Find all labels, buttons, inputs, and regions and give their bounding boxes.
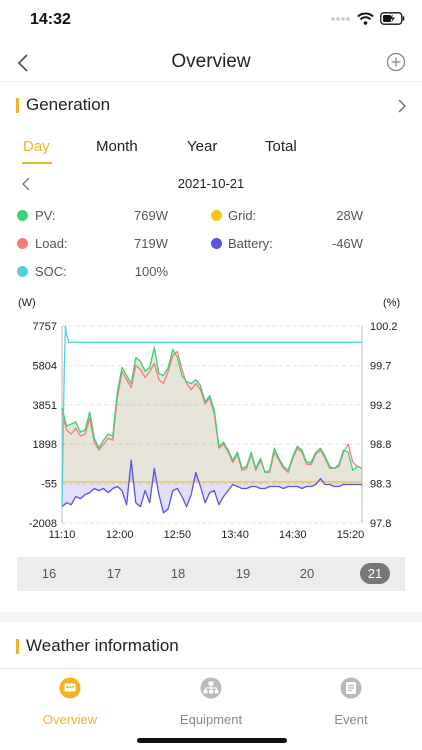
load-dot <box>17 238 28 249</box>
legend-value: -46W <box>331 236 363 251</box>
tab-day[interactable]: Day <box>23 138 50 155</box>
legend-label: PV: <box>35 208 56 223</box>
y-tick-right: 99.7 <box>370 360 391 372</box>
legend-value: 769W <box>134 208 168 223</box>
pv-area <box>62 347 362 483</box>
x-tick: 13:40 <box>221 529 249 541</box>
home-indicator <box>137 738 287 743</box>
section-divider <box>0 612 422 622</box>
legend-value: 100% <box>134 264 168 279</box>
day-item[interactable]: 17 <box>106 566 122 581</box>
status-icons <box>331 12 406 25</box>
add-circle-icon[interactable] <box>386 52 406 72</box>
tab-underline <box>22 162 52 164</box>
grid-dot <box>211 210 222 221</box>
tab-equipment[interactable]: Equipment <box>161 677 261 727</box>
series-line-battery <box>61 459 362 514</box>
pv-dot <box>17 210 28 221</box>
left-axis-unit: (W) <box>18 297 36 309</box>
legend-battery: Battery: -46W <box>211 235 422 253</box>
legend-value: 719W <box>134 236 168 251</box>
overview-icon <box>59 677 81 699</box>
legend-soc: SOC: 100% <box>0 263 211 281</box>
x-tick: 12:50 <box>164 529 192 541</box>
day-item[interactable]: 16 <box>41 566 57 581</box>
chevron-right-icon[interactable] <box>396 98 408 114</box>
equipment-icon <box>200 677 222 699</box>
previous-date-icon[interactable] <box>20 176 32 192</box>
tab-label: Event <box>334 712 368 727</box>
day-item-selected[interactable]: 21 <box>360 563 390 584</box>
status-bar: 14:32 <box>0 0 422 44</box>
right-axis-unit: (%) <box>383 297 400 309</box>
status-time: 14:32 <box>30 11 71 28</box>
y-tick-left: 7757 <box>33 321 57 333</box>
y-tick-right: 99.2 <box>370 400 391 412</box>
y-tick-left: 3851 <box>33 400 57 412</box>
legend-label: Grid: <box>228 208 257 223</box>
power-chart[interactable]: (W) (%) 7757 100.2 5804 99.7 3851 99.2 1898 98.8 -… <box>0 290 422 550</box>
section-accent-bar <box>16 639 19 654</box>
day-item[interactable]: 20 <box>299 566 315 581</box>
legend-label: SOC: <box>35 264 67 279</box>
tab-total[interactable]: Total <box>265 138 297 155</box>
day-item[interactable]: 18 <box>170 566 186 581</box>
battery-area <box>62 460 362 513</box>
day-item[interactable]: 19 <box>235 566 251 581</box>
date-selector: 2021-10-21 <box>0 172 422 196</box>
series-line-load <box>61 350 363 474</box>
battery-charging-icon <box>380 12 405 25</box>
y-tick-left: 1898 <box>33 439 57 451</box>
y-tick-left: -2008 <box>29 518 57 530</box>
nav-bar: Overview <box>0 44 422 82</box>
period-tabs: Day Month Year Total <box>0 136 422 166</box>
tab-label: Overview <box>42 712 98 727</box>
day-strip: 16 17 18 19 20 21 <box>17 557 405 591</box>
wifi-icon <box>357 12 374 25</box>
tab-overview[interactable]: Overview <box>20 677 120 727</box>
legend-label: Load: <box>35 236 68 251</box>
legend-grid: Grid: 28W <box>211 207 422 225</box>
series-line-pv <box>61 346 363 474</box>
bottom-tab-bar: Overview Equipment Event <box>0 668 422 750</box>
back-icon[interactable] <box>14 52 34 74</box>
y-tick-left: 5804 <box>33 360 57 372</box>
series-line-soc <box>61 325 362 507</box>
tab-year[interactable]: Year <box>187 138 218 155</box>
x-tick: 14:30 <box>279 529 307 541</box>
weather-title: Weather information <box>26 636 179 655</box>
current-date: 2021-10-21 <box>177 176 245 191</box>
y-tick-right: 98.3 <box>370 479 391 491</box>
battery-dot <box>211 238 222 249</box>
generation-header[interactable]: Generation <box>0 94 422 118</box>
legend-pv: PV: 769W <box>0 207 211 225</box>
signal-dots-icon <box>331 16 350 21</box>
legend-label: Battery: <box>228 236 273 251</box>
tab-month[interactable]: Month <box>96 138 138 155</box>
legend-load: Load: 719W <box>0 235 211 253</box>
tab-event[interactable]: Event <box>301 677 401 727</box>
page-title: Overview <box>171 51 251 72</box>
section-accent-bar <box>16 98 19 113</box>
y-tick-left: -55 <box>41 479 57 491</box>
tab-label: Equipment <box>179 712 243 727</box>
y-tick-right: 100.2 <box>370 321 398 333</box>
x-tick: 12:00 <box>106 529 134 541</box>
y-tick-right: 97.8 <box>370 518 391 530</box>
y-tick-right: 98.8 <box>370 439 391 451</box>
x-tick: 15:20 <box>337 529 365 541</box>
legend-value: 28W <box>336 208 363 223</box>
event-icon <box>340 677 362 699</box>
weather-header[interactable]: Weather information <box>0 635 422 659</box>
x-tick: 11:10 <box>49 529 76 541</box>
generation-title: Generation <box>26 95 111 114</box>
soc-dot <box>17 266 28 277</box>
